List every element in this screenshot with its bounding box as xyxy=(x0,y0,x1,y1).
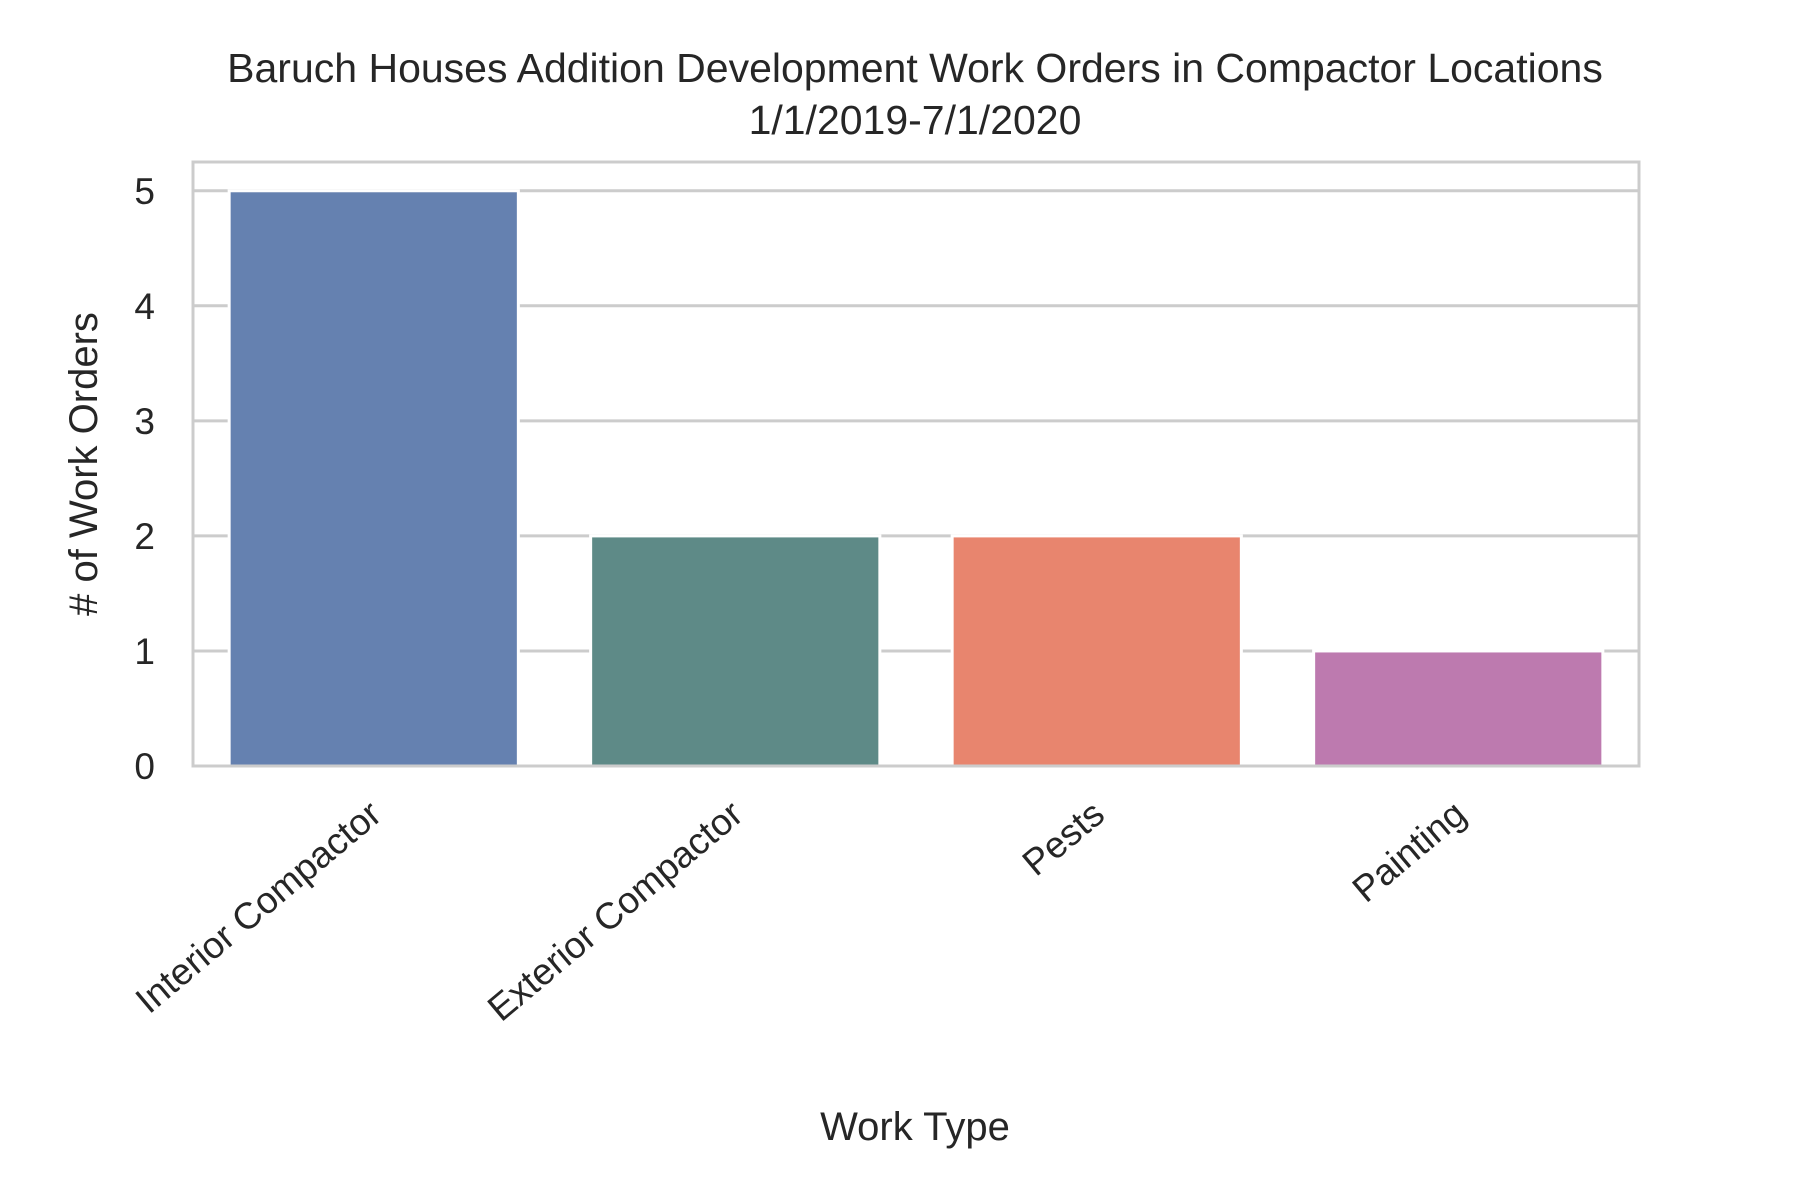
y-tick-label: 0 xyxy=(134,746,155,787)
y-tick-label: 3 xyxy=(134,401,155,442)
y-tick-label: 4 xyxy=(134,286,155,327)
plot-frame xyxy=(191,160,1641,768)
x-axis-label: Work Type xyxy=(820,1105,1010,1149)
y-tick-label: 2 xyxy=(134,516,155,557)
x-tick-label: Interior Compactor xyxy=(128,793,389,1021)
x-tick-label: Exterior Compactor xyxy=(480,793,751,1029)
chart-subtitle: 1/1/2019-7/1/2020 xyxy=(749,97,1082,143)
x-tick-label: Pests xyxy=(1015,793,1112,884)
x-tick-label: Painting xyxy=(1345,793,1474,910)
bars xyxy=(227,189,1605,768)
bar-pests xyxy=(950,534,1243,768)
bar-interior-compactor xyxy=(227,189,520,768)
bar-exterior-compactor xyxy=(589,534,882,768)
chart-title: Baruch Houses Addition Development Work … xyxy=(227,45,1603,91)
y-tick-label: 5 xyxy=(134,171,155,212)
bar-painting xyxy=(1312,649,1605,768)
y-tick-labels: 0 1 2 3 4 5 xyxy=(134,171,155,787)
y-axis-label: # of Work Orders xyxy=(62,312,106,616)
y-tick-label: 1 xyxy=(134,631,155,672)
x-tick-labels: Interior Compactor Exterior Compactor Pest… xyxy=(128,793,1474,1029)
